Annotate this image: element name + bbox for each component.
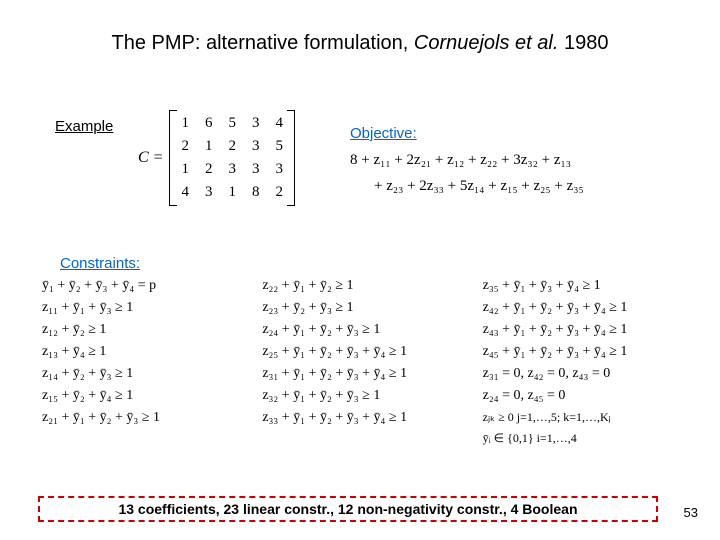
constraint-row: z₄₂ + ȳ₁ + ȳ₂ + ȳ₃ + ȳ₄ ≥ 1 [483, 300, 685, 316]
page-number: 53 [684, 505, 698, 520]
objective-line1: 8 + z₁₁ + 2z₂₁ + z₁₂ + z₂₂ + 3z₃₂ + z₁₃ [350, 148, 685, 174]
constraint-row: z₃₃ + ȳ₁ + ȳ₂ + ȳ₃ + ȳ₄ ≥ 1 [262, 410, 464, 426]
title-year: 1980 [558, 32, 608, 54]
constraints-col-1: ȳ₁ + ȳ₂ + ȳ₃ + ȳ₄ = p z₁₁ + ȳ₁ + ȳ₃ ≥ 1 … [42, 278, 244, 452]
matrix-body: 16534 21235 12333 43182 [173, 112, 291, 204]
constraint-row: z₁₃ + ȳ₄ ≥ 1 [42, 344, 244, 360]
constraint-row: z₂₄ + ȳ₁ + ȳ₂ + ȳ₃ ≥ 1 [262, 322, 464, 338]
constraint-row: zⱼₖ ≥ 0 j=1,…,5; k=1,…,Kⱼ [483, 410, 685, 425]
constraint-row: z₂₁ + ȳ₁ + ȳ₂ + ȳ₃ ≥ 1 [42, 410, 244, 426]
title-italic: Cornuejols et al. [414, 32, 559, 54]
constraint-row: z₂₂ + ȳ₁ + ȳ₂ ≥ 1 [262, 278, 464, 294]
constraints-label: Constraints: [60, 255, 140, 272]
example-label: Example [55, 118, 113, 135]
constraint-row: z₁₁ + ȳ₁ + ȳ₃ ≥ 1 [42, 300, 244, 316]
constraint-row: z₄₅ + ȳ₁ + ȳ₂ + ȳ₃ + ȳ₄ ≥ 1 [483, 344, 685, 360]
constraint-row: z₂₃ + ȳ₂ + ȳ₃ ≥ 1 [262, 300, 464, 316]
objective-label: Objective: [350, 125, 417, 142]
constraint-row: z₂₅ + ȳ₁ + ȳ₂ + ȳ₃ + ȳ₄ ≥ 1 [262, 344, 464, 360]
constraint-row: z₁₂ + ȳ₂ ≥ 1 [42, 322, 244, 338]
title-text: The PMP: alternative formulation, [112, 32, 414, 54]
objective-expression: 8 + z₁₁ + 2z₂₁ + z₁₂ + z₂₂ + 3z₃₂ + z₁₃ … [350, 148, 685, 199]
constraints-area: ȳ₁ + ȳ₂ + ȳ₃ + ȳ₄ = p z₁₁ + ȳ₁ + ȳ₃ ≥ 1 … [42, 278, 685, 452]
constraint-row: z₃₂ + ȳ₁ + ȳ₂ + ȳ₃ ≥ 1 [262, 388, 464, 404]
objective-line2: + z₂₃ + 2z₃₃ + 5z₁₄ + z₁₅ + z₂₅ + z₃₅ [350, 174, 685, 200]
summary-box: 13 coefficients, 23 linear constr., 12 n… [38, 496, 658, 522]
matrix-table: 16534 21235 12333 43182 [173, 112, 291, 204]
constraint-row: z₃₁ + ȳ₁ + ȳ₂ + ȳ₃ + ȳ₄ ≥ 1 [262, 366, 464, 382]
constraints-col-2: z₂₂ + ȳ₁ + ȳ₂ ≥ 1 z₂₃ + ȳ₂ + ȳ₃ ≥ 1 z₂₄ … [262, 278, 464, 452]
constraint-row: z₃₁ = 0, z₄₂ = 0, z₄₃ = 0 [483, 366, 685, 382]
slide-title: The PMP: alternative formulation, Cornue… [0, 32, 720, 55]
matrix-c: C = 16534 21235 12333 43182 [138, 112, 291, 204]
constraint-row: ȳ₁ + ȳ₂ + ȳ₃ + ȳ₄ = p [42, 278, 244, 294]
constraints-col-3: z₃₅ + ȳ₁ + ȳ₃ + ȳ₄ ≥ 1 z₄₂ + ȳ₁ + ȳ₂ + ȳ… [483, 278, 685, 452]
constraint-row: z₁₅ + ȳ₂ + ȳ₄ ≥ 1 [42, 388, 244, 404]
matrix-lhs: C = [138, 149, 163, 167]
constraint-row: z₄₃ + ȳ₁ + ȳ₂ + ȳ₃ + ȳ₄ ≥ 1 [483, 322, 685, 338]
constraint-row: z₁₄ + ȳ₂ + ȳ₃ ≥ 1 [42, 366, 244, 382]
constraint-row: ȳᵢ ∈ {0,1} i=1,…,4 [483, 431, 685, 446]
constraint-row: z₃₅ + ȳ₁ + ȳ₃ + ȳ₄ ≥ 1 [483, 278, 685, 294]
constraint-row: z₂₄ = 0, z₄₅ = 0 [483, 388, 685, 404]
